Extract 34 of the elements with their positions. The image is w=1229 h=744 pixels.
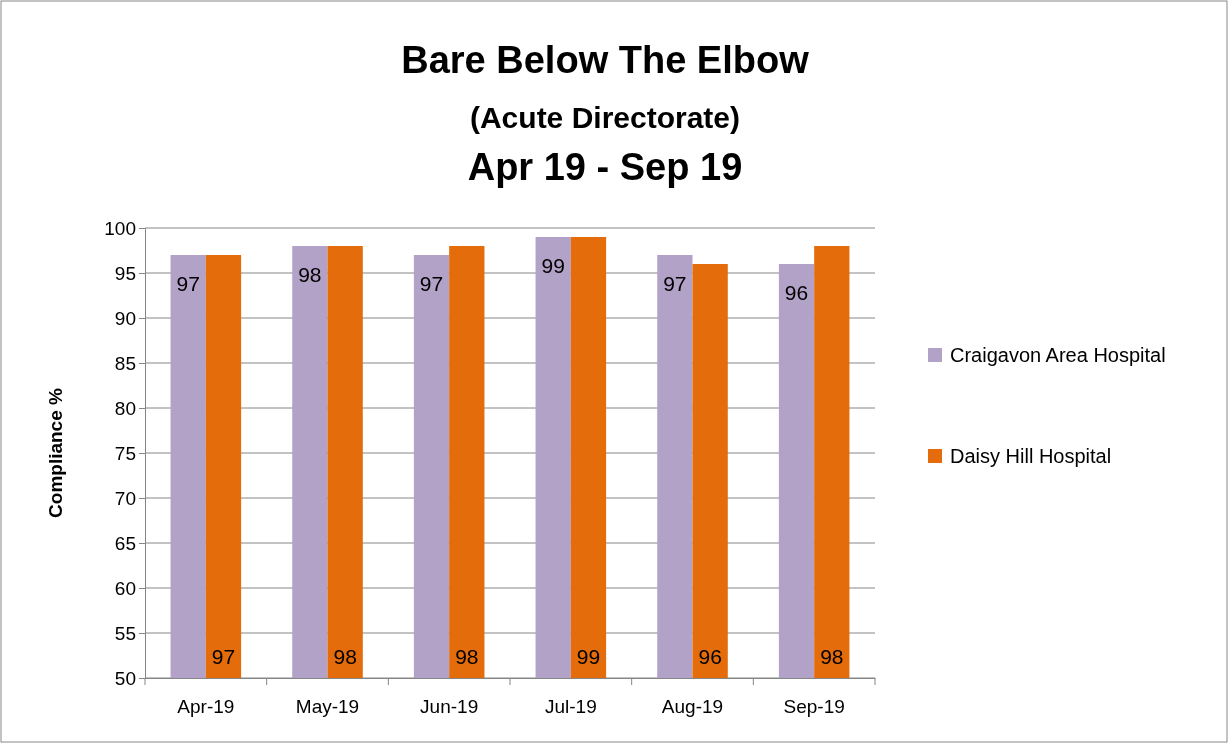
y-tick-label: 70	[114, 487, 136, 509]
data-label: 99	[541, 254, 565, 277]
x-tick-label: May-19	[295, 696, 360, 718]
data-label: 98	[455, 645, 479, 668]
y-tick-label: 65	[114, 532, 136, 554]
y-tick-label: 80	[114, 397, 136, 419]
data-label: 97	[211, 645, 236, 668]
y-tick-label: 100	[104, 217, 136, 239]
chart-subtitle: (Acute Directorate) Apr 19 - Sep 19	[467, 101, 743, 188]
x-tick-label: Apr-19	[177, 696, 235, 718]
y-tick-label: 55	[114, 622, 136, 644]
data-label: 98	[333, 645, 357, 668]
y-tick-label: 85	[114, 352, 136, 374]
data-label: 98	[820, 645, 844, 668]
y-tick-label: 90	[114, 307, 136, 329]
chart-title: Bare Below The Elbow	[401, 39, 810, 81]
y-tick-label: 60	[114, 577, 136, 599]
x-tick-label: Jul-19	[544, 696, 597, 718]
legend-label: Daisy Hill Hospital	[950, 445, 1112, 467]
x-tick-label: Jun-19	[420, 696, 479, 718]
data-label: 98	[298, 263, 322, 286]
x-tick-label: Sep-19	[783, 696, 845, 718]
data-label: 97	[419, 272, 444, 295]
data-label: 97	[176, 272, 200, 295]
y-tick-label: 50	[114, 667, 136, 689]
y-tick-label: 95	[114, 262, 136, 284]
data-label: 96	[784, 281, 809, 304]
data-label: 97	[663, 272, 687, 295]
y-axis-title: Compliance %	[45, 387, 66, 518]
y-tick-label: 75	[114, 442, 136, 464]
data-label: 99	[576, 645, 601, 668]
x-tick-label: Aug-19	[661, 696, 724, 718]
data-label: 96	[698, 645, 722, 668]
legend-label: Craigavon Area Hospital	[950, 344, 1166, 366]
